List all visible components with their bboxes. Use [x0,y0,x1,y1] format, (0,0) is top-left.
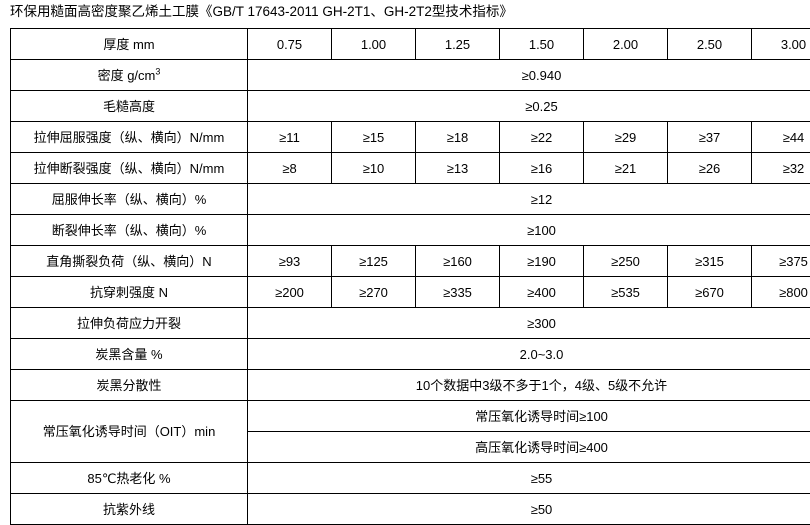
tensile-break-strength-4: ≥21 [584,153,668,184]
tensile-yield-strength-2: ≥18 [416,122,500,153]
tensile-yield-strength-1: ≥15 [332,122,416,153]
tensile-yield-strength-0: ≥11 [248,122,332,153]
table-row: 拉伸负荷应力开裂 ≥300 [11,308,810,339]
table-row: 85℃热老化 % ≥55 [11,463,810,494]
tensile-yield-strength-4: ≥29 [584,122,668,153]
row-label-density: 密度 g/cm3 [11,60,248,91]
table-row: 密度 g/cm3 ≥0.940 [11,60,810,91]
tensile-break-strength-1: ≥10 [332,153,416,184]
puncture-strength-0: ≥200 [248,277,332,308]
tensile-break-strength-5: ≥26 [668,153,752,184]
table-row: 常压氧化诱导时间（OIT）min 常压氧化诱导时间≥100 [11,401,810,432]
row-label-tensile-yield-strength: 拉伸屈服强度（纵、横向）N/mm [11,122,248,153]
tensile-yield-strength-3: ≥22 [500,122,584,153]
row-value-uv-resistance: ≥50 [248,494,810,525]
header-thickness-1: 1.00 [332,29,416,60]
header-thickness-6: 3.00 [752,29,810,60]
tensile-break-strength-6: ≥32 [752,153,810,184]
row-value-carbon-black-content: 2.0~3.0 [248,339,810,370]
right-angle-tear-load-1: ≥125 [332,246,416,277]
header-thickness-5: 2.50 [668,29,752,60]
row-value-heat-aging: ≥55 [248,463,810,494]
density-label-superscript: 3 [155,66,160,76]
right-angle-tear-load-6: ≥375 [752,246,810,277]
puncture-strength-5: ≥670 [668,277,752,308]
density-label-text: 密度 g/cm [98,68,156,83]
tensile-break-strength-3: ≥16 [500,153,584,184]
table-row: 拉伸屈服强度（纵、横向）N/mm ≥11 ≥15 ≥18 ≥22 ≥29 ≥37… [11,122,810,153]
header-thickness-3: 1.50 [500,29,584,60]
right-angle-tear-load-4: ≥250 [584,246,668,277]
row-label-carbon-black-content: 炭黑含量 % [11,339,248,370]
row-value-yield-elongation: ≥12 [248,184,810,215]
table-header-row: 厚度 mm 0.75 1.00 1.25 1.50 2.00 2.50 3.00 [11,29,810,60]
puncture-strength-3: ≥400 [500,277,584,308]
row-label-roughness-height: 毛糙高度 [11,91,248,122]
row-label-tensile-break-strength: 拉伸断裂强度（纵、横向）N/mm [11,153,248,184]
tensile-yield-strength-6: ≥44 [752,122,810,153]
table-row: 抗穿刺强度 N ≥200 ≥270 ≥335 ≥400 ≥535 ≥670 ≥8… [11,277,810,308]
table-row: 直角撕裂负荷（纵、横向）N ≥93 ≥125 ≥160 ≥190 ≥250 ≥3… [11,246,810,277]
row-label-right-angle-tear-load: 直角撕裂负荷（纵、横向）N [11,246,248,277]
header-thickness-0: 0.75 [248,29,332,60]
row-label-yield-elongation: 屈服伸长率（纵、横向）% [11,184,248,215]
technical-specification-table: 厚度 mm 0.75 1.00 1.25 1.50 2.00 2.50 3.00… [10,28,810,525]
row-value-carbon-black-dispersion: 10个数据中3级不多于1个，4级、5级不允许 [248,370,810,401]
tensile-break-strength-2: ≥13 [416,153,500,184]
puncture-strength-1: ≥270 [332,277,416,308]
table-row: 断裂伸长率（纵、横向）% ≥100 [11,215,810,246]
table-row: 屈服伸长率（纵、横向）% ≥12 [11,184,810,215]
table-row: 炭黑含量 % 2.0~3.0 [11,339,810,370]
right-angle-tear-load-3: ≥190 [500,246,584,277]
row-label-carbon-black-dispersion: 炭黑分散性 [11,370,248,401]
puncture-strength-4: ≥535 [584,277,668,308]
header-label-thickness: 厚度 mm [11,29,248,60]
table-row: 毛糙高度 ≥0.25 [11,91,810,122]
right-angle-tear-load-5: ≥315 [668,246,752,277]
right-angle-tear-load-0: ≥93 [248,246,332,277]
row-value-high-pressure-oit: 高压氧化诱导时间≥400 [248,432,810,463]
row-label-break-elongation: 断裂伸长率（纵、横向）% [11,215,248,246]
table-row: 抗紫外线 ≥50 [11,494,810,525]
table-row: 炭黑分散性 10个数据中3级不多于1个，4级、5级不允许 [11,370,810,401]
row-value-standard-oit: 常压氧化诱导时间≥100 [248,401,810,432]
header-thickness-4: 2.00 [584,29,668,60]
tensile-break-strength-0: ≥8 [248,153,332,184]
row-label-oxidative-induction-time: 常压氧化诱导时间（OIT）min [11,401,248,463]
page-title: 环保用糙面高密度聚乙烯土工膜《GB/T 17643-2011 GH-2T1、GH… [10,2,513,22]
row-label-uv-resistance: 抗紫外线 [11,494,248,525]
row-value-density: ≥0.940 [248,60,810,91]
row-value-stress-crack: ≥300 [248,308,810,339]
row-label-stress-crack: 拉伸负荷应力开裂 [11,308,248,339]
puncture-strength-2: ≥335 [416,277,500,308]
tensile-yield-strength-5: ≥37 [668,122,752,153]
row-label-heat-aging: 85℃热老化 % [11,463,248,494]
table-row: 拉伸断裂强度（纵、横向）N/mm ≥8 ≥10 ≥13 ≥16 ≥21 ≥26 … [11,153,810,184]
puncture-strength-6: ≥800 [752,277,810,308]
header-thickness-2: 1.25 [416,29,500,60]
row-label-puncture-strength: 抗穿刺强度 N [11,277,248,308]
row-value-roughness-height: ≥0.25 [248,91,810,122]
row-value-break-elongation: ≥100 [248,215,810,246]
right-angle-tear-load-2: ≥160 [416,246,500,277]
